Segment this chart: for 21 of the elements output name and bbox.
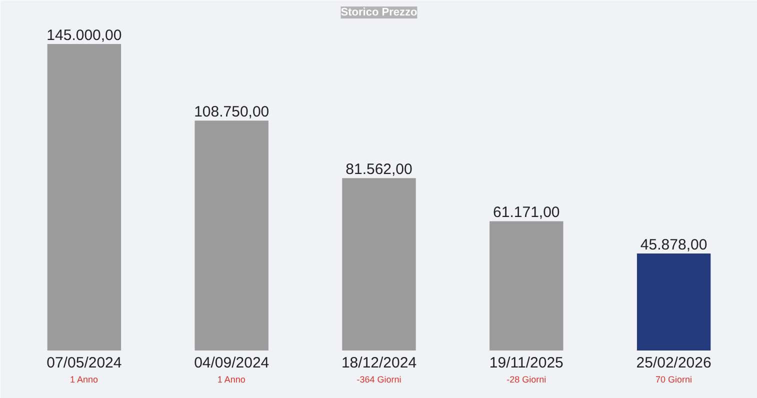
bar bbox=[47, 44, 122, 351]
data-label: 45.878,00 bbox=[640, 236, 708, 254]
x-tick-label: 19/11/2025 bbox=[489, 354, 564, 372]
text: -364 Giorni bbox=[356, 374, 402, 385]
bar bbox=[194, 120, 268, 351]
data-label: 61.171,00 bbox=[493, 204, 560, 222]
bar bbox=[490, 221, 564, 351]
x-tick-label: 04/09/2024 bbox=[194, 354, 270, 372]
bar bbox=[636, 254, 711, 351]
data-label: 108.750,00 bbox=[194, 104, 270, 121]
bar bbox=[342, 178, 416, 351]
x-tick-label: 07/05/2024 bbox=[46, 354, 122, 372]
x-tick-label: 18/12/2024 bbox=[341, 354, 417, 372]
text: -28 Giorni bbox=[506, 374, 546, 385]
chart-title: Storico Prezzo bbox=[340, 6, 418, 18]
x-tick-label: 25/02/2026 bbox=[636, 354, 712, 372]
data-label: 145.000,00 bbox=[46, 26, 122, 44]
data-label: 81.562,00 bbox=[346, 161, 412, 178]
text: 1 Anno bbox=[217, 374, 246, 385]
text: 70 Giorni bbox=[656, 374, 692, 385]
text: 1 Anno bbox=[70, 374, 98, 385]
